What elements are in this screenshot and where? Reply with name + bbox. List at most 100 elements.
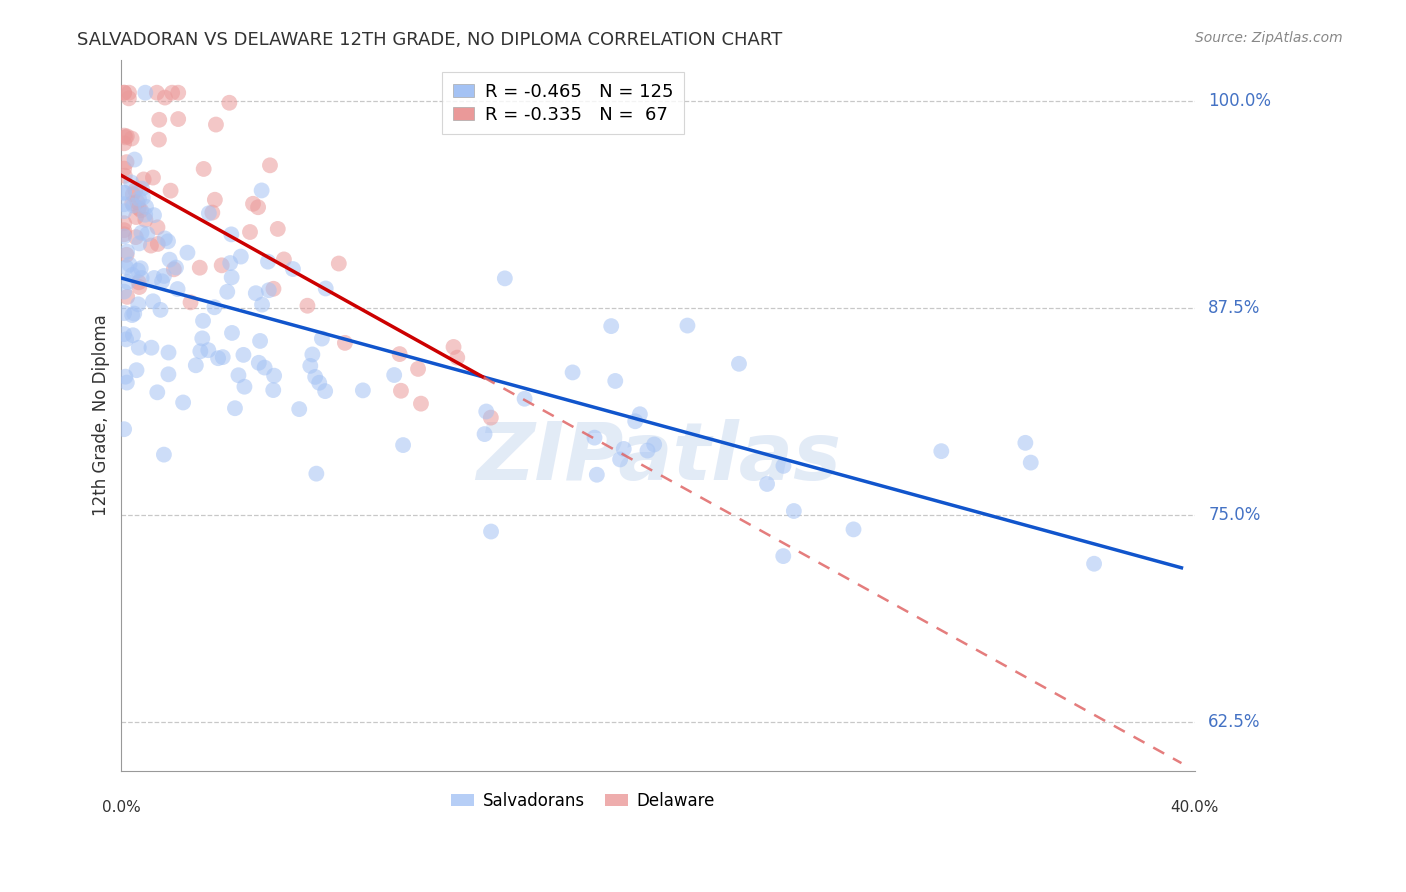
Point (389, 384, 412, 398)
Point (176, 245, 198, 260)
Point (112, 422, 135, 436)
Point (146, 385, 169, 400)
Point (305, 467, 328, 481)
Text: 100.0%: 100.0% (1208, 92, 1271, 110)
Point (121, 268, 143, 282)
Text: 87.5%: 87.5% (1208, 299, 1261, 317)
Point (392, 438, 415, 452)
Point (191, 314, 214, 328)
Point (112, 197, 135, 211)
Point (122, 328, 145, 343)
Point (120, 176, 142, 190)
Point (135, 200, 157, 214)
Point (112, 223, 135, 237)
Point (609, 452, 631, 467)
Point (281, 262, 304, 277)
Point (134, 212, 156, 227)
Point (842, 522, 865, 536)
Point (112, 227, 135, 242)
Point (115, 290, 138, 304)
Point (128, 236, 150, 251)
Point (328, 256, 350, 270)
Point (221, 227, 243, 242)
Point (112, 86, 135, 100)
Point (211, 258, 233, 272)
Point (157, 345, 180, 359)
Point (124, 153, 146, 167)
Point (443, 340, 465, 354)
Point (247, 356, 270, 370)
Point (232, 348, 254, 362)
Point (600, 319, 623, 334)
Point (115, 248, 138, 262)
Point (229, 250, 252, 264)
Point (273, 252, 295, 267)
Point (132, 172, 155, 186)
Point (247, 200, 270, 214)
Point (474, 427, 496, 442)
Point (115, 332, 138, 346)
Point (676, 318, 699, 333)
Point (205, 118, 228, 132)
Point (239, 225, 262, 239)
Point (308, 376, 330, 390)
Point (224, 401, 246, 416)
Point (257, 254, 280, 268)
Point (131, 226, 153, 240)
Point (605, 374, 627, 388)
Point (263, 282, 285, 296)
Point (118, 86, 141, 100)
Point (142, 294, 165, 309)
Point (129, 261, 152, 276)
Point (188, 260, 211, 275)
Point (218, 95, 240, 110)
Point (245, 286, 267, 301)
Point (136, 227, 159, 241)
Point (297, 299, 319, 313)
Point (628, 407, 651, 421)
Point (352, 384, 374, 398)
Point (128, 341, 150, 355)
Point (207, 351, 229, 366)
Point (299, 359, 322, 373)
Point (127, 195, 149, 210)
Point (150, 274, 173, 288)
Text: 62.5%: 62.5% (1208, 713, 1261, 731)
Point (143, 271, 166, 285)
Point (146, 236, 169, 251)
Point (561, 366, 583, 380)
Point (121, 187, 143, 202)
Point (149, 302, 172, 317)
Point (314, 384, 336, 398)
Point (304, 370, 326, 384)
Point (198, 206, 221, 220)
Point (128, 192, 150, 206)
Point (112, 86, 135, 100)
Point (128, 201, 150, 215)
Point (121, 196, 143, 211)
Point (249, 334, 271, 348)
Point (172, 395, 194, 409)
Point (388, 347, 411, 361)
Point (191, 331, 214, 345)
Point (1083, 557, 1105, 571)
Point (125, 210, 148, 224)
Point (257, 283, 280, 297)
Point (188, 344, 211, 359)
Point (122, 307, 145, 321)
Point (494, 271, 516, 285)
Point (479, 410, 502, 425)
Point (643, 437, 665, 451)
Point (636, 443, 658, 458)
Point (114, 369, 136, 384)
Text: SALVADORAN VS DELAWARE 12TH GRADE, NO DIPLOMA CORRELATION CHART: SALVADORAN VS DELAWARE 12TH GRADE, NO DI… (77, 31, 783, 49)
Point (153, 268, 176, 283)
Point (146, 220, 169, 235)
Point (112, 306, 135, 320)
Point (406, 362, 429, 376)
Text: ZIPatlas: ZIPatlas (475, 419, 841, 497)
Point (613, 442, 636, 456)
Point (193, 161, 215, 176)
Point (129, 203, 152, 218)
Y-axis label: 12th Grade, No Diploma: 12th Grade, No Diploma (93, 315, 110, 516)
